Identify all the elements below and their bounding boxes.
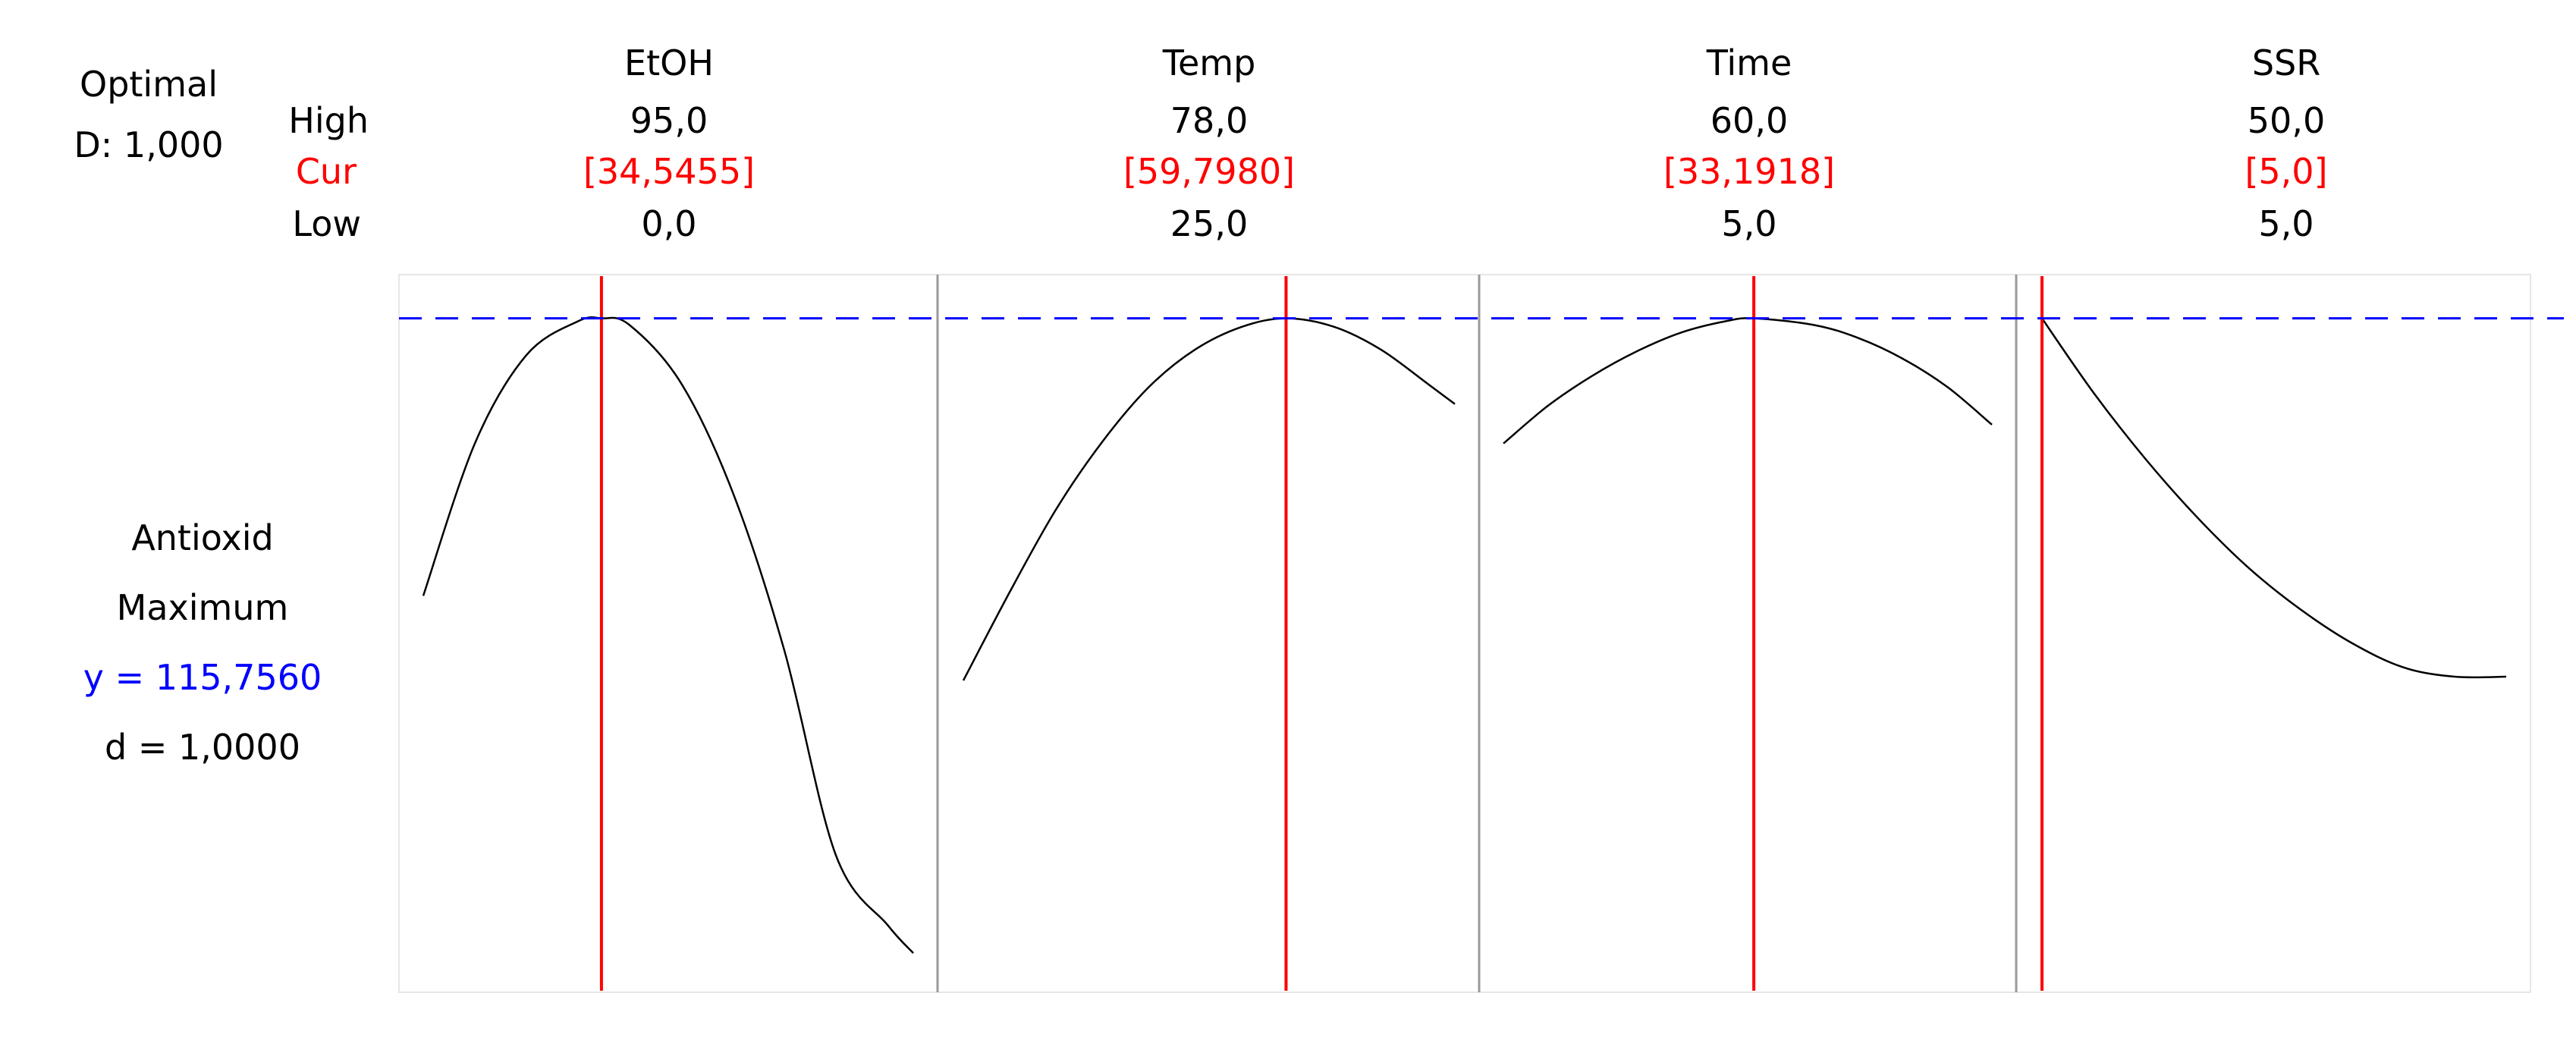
factor-cur-ssr: [5,0] bbox=[2245, 151, 2328, 192]
panels-group bbox=[399, 275, 2564, 992]
response-goal: Maximum bbox=[116, 587, 289, 628]
response-curve-etoh bbox=[422, 316, 914, 954]
response-curve-time bbox=[1503, 317, 1993, 445]
factor-low-time: 5,0 bbox=[1721, 203, 1777, 244]
factor-cur-temp: [59,7980] bbox=[1123, 151, 1296, 192]
factor-name-temp: Temp bbox=[1162, 42, 1256, 83]
response-curve-ssr bbox=[2040, 317, 2507, 679]
low-row-label: Low bbox=[292, 203, 361, 244]
high-row-label: High bbox=[288, 100, 369, 141]
optimal-label: Optimal bbox=[79, 64, 218, 105]
factor-cur-etoh: [34,5455] bbox=[583, 151, 756, 192]
factor-low-etoh: 0,0 bbox=[641, 203, 697, 244]
factor-cur-time: [33,1918] bbox=[1663, 151, 1836, 192]
factor-name-ssr: SSR bbox=[2251, 42, 2321, 83]
factor-name-etoh: EtOH bbox=[624, 42, 714, 83]
factor-low-temp: 25,0 bbox=[1170, 203, 1249, 244]
composite-desirability: D: 1,000 bbox=[74, 124, 224, 165]
response-predicted-y: y = 115,7560 bbox=[83, 657, 322, 698]
response-name: Antioxid bbox=[131, 517, 274, 558]
response-desirability: d = 1,0000 bbox=[105, 727, 300, 768]
factor-high-temp: 78,0 bbox=[1170, 100, 1249, 141]
factor-high-ssr: 50,0 bbox=[2247, 100, 2326, 141]
factor-low-ssr: 5,0 bbox=[2258, 203, 2314, 244]
factor-high-etoh: 95,0 bbox=[630, 100, 708, 141]
cur-row-label: Cur bbox=[295, 151, 357, 192]
plot-area-border bbox=[398, 274, 2531, 993]
factor-name-time: Time bbox=[1706, 42, 1792, 83]
response-curve-temp bbox=[962, 317, 1456, 681]
factor-high-time: 60,0 bbox=[1710, 100, 1789, 141]
